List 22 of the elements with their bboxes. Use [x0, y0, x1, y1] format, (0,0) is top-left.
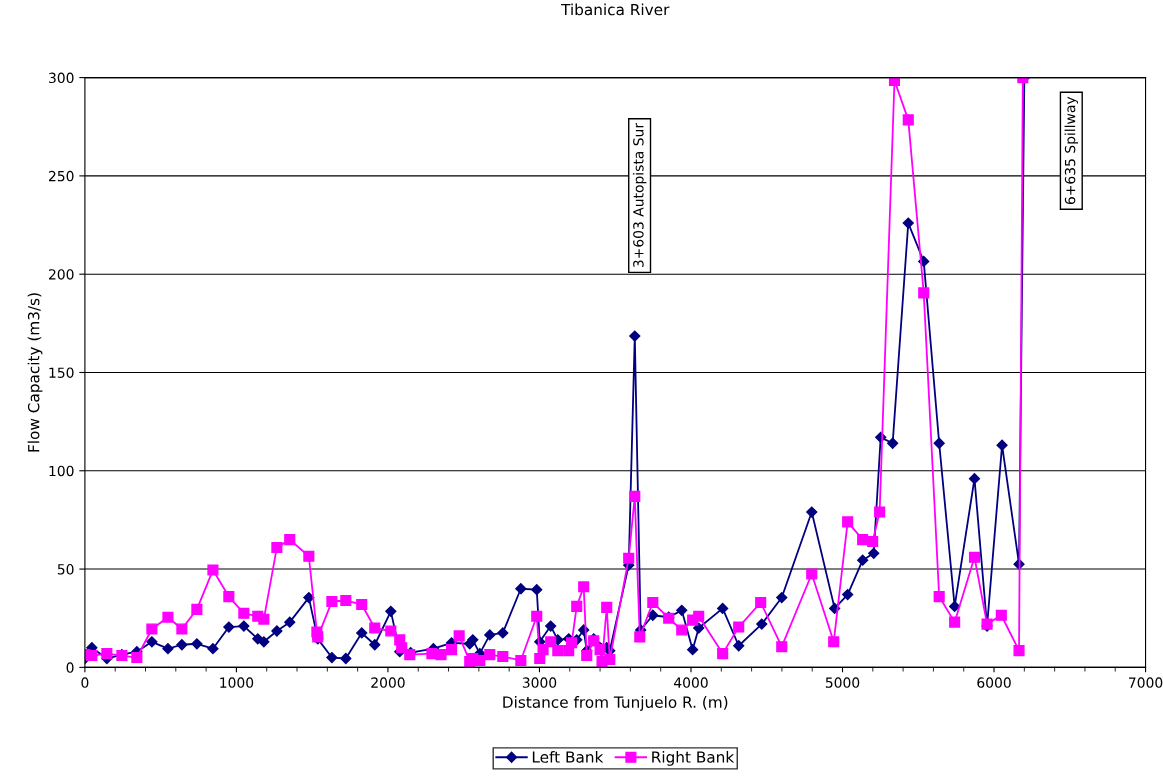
y-tick-label: 150	[49, 367, 74, 378]
y-tick-label: 100	[49, 465, 74, 477]
chart-title: Tibanica River	[561, 3, 670, 16]
y-tick-label: 200	[48, 269, 74, 280]
y-tick-label: 0	[66, 662, 74, 673]
y-tick-label: 300	[49, 72, 74, 84]
x-tick-label: 3000	[522, 677, 557, 688]
annotation: 3+603 Autopista Sur	[632, 122, 647, 268]
x-tick-label: 2000	[371, 677, 405, 688]
x-tick-label: 7000	[1129, 677, 1163, 688]
x-tick-label: 1000	[220, 677, 254, 688]
x-tick-label: 4000	[673, 677, 708, 688]
annotation: 6+635 Spillway	[1064, 96, 1079, 205]
y-axis-title: Flow Capacity (m3/s)	[27, 293, 43, 452]
x-tick-label: 6000	[977, 677, 1011, 688]
legend-label: Left Bank	[532, 750, 604, 763]
x-tick-label: 5000	[825, 677, 860, 688]
legend-label: Right Bank	[652, 750, 735, 766]
y-tick-label: 250	[48, 170, 74, 182]
x-tick-label: 0	[81, 677, 89, 688]
y-tick-label: 50	[57, 564, 74, 575]
x-axis-title: Distance from Tunjuelo R. (m)	[503, 696, 728, 711]
